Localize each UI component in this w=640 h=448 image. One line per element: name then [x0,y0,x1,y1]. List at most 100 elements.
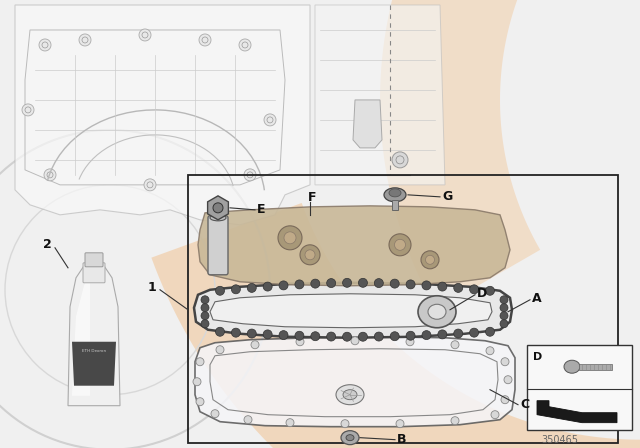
Ellipse shape [428,304,446,319]
Circle shape [251,341,259,349]
Circle shape [244,169,256,181]
Circle shape [351,337,359,345]
Circle shape [201,312,209,320]
Polygon shape [72,274,90,396]
Polygon shape [537,401,617,422]
Circle shape [296,338,304,346]
Polygon shape [579,364,612,370]
Circle shape [279,331,288,340]
Circle shape [390,332,399,341]
Circle shape [232,328,241,337]
Polygon shape [68,266,120,406]
Circle shape [44,169,56,181]
Circle shape [406,331,415,340]
Circle shape [264,114,276,126]
Circle shape [247,329,256,338]
Circle shape [500,304,508,312]
Circle shape [263,330,272,339]
Ellipse shape [341,431,359,445]
Ellipse shape [346,435,354,441]
Circle shape [392,152,408,168]
Ellipse shape [564,360,580,373]
Text: 2: 2 [43,238,52,251]
Bar [527,345,632,430]
Circle shape [286,419,294,426]
Polygon shape [151,203,640,448]
Circle shape [486,347,494,355]
Polygon shape [207,196,228,220]
Circle shape [491,411,499,419]
Polygon shape [15,5,310,225]
FancyBboxPatch shape [85,253,103,267]
Circle shape [247,284,256,293]
Circle shape [193,378,201,386]
Circle shape [279,281,288,290]
Circle shape [422,281,431,290]
Polygon shape [194,283,512,338]
Polygon shape [380,0,640,310]
Circle shape [295,331,304,340]
Polygon shape [315,5,445,185]
Circle shape [300,245,320,265]
Text: B: B [397,433,406,446]
Ellipse shape [389,189,401,197]
Circle shape [201,304,209,312]
Text: 350465: 350465 [541,435,579,445]
Text: F: F [308,191,317,204]
Circle shape [451,341,459,349]
Circle shape [501,358,509,366]
Circle shape [216,286,225,295]
Text: D: D [477,287,487,300]
Circle shape [216,327,225,336]
Ellipse shape [418,296,456,328]
Circle shape [139,29,151,41]
Circle shape [358,278,367,287]
Text: A: A [532,292,541,305]
Circle shape [470,285,479,294]
Circle shape [389,234,411,256]
Polygon shape [210,294,492,328]
Circle shape [500,312,508,320]
Text: E: E [257,203,266,216]
Circle shape [422,331,431,340]
Circle shape [341,420,349,428]
Text: D: D [533,352,542,362]
Circle shape [232,285,241,294]
Circle shape [500,296,508,304]
Circle shape [374,279,383,288]
Circle shape [326,279,335,288]
Circle shape [211,409,219,418]
Circle shape [311,332,320,341]
Circle shape [390,279,399,288]
Text: ETH Dexron: ETH Dexron [82,349,106,353]
Circle shape [196,358,204,366]
Circle shape [244,416,252,424]
Circle shape [196,398,204,406]
Circle shape [438,330,447,339]
Circle shape [500,320,508,328]
Circle shape [454,329,463,338]
Circle shape [144,179,156,191]
Polygon shape [198,206,510,286]
Circle shape [406,280,415,289]
Circle shape [199,34,211,46]
Circle shape [342,278,351,287]
Circle shape [201,296,209,304]
Bar [392,200,398,210]
Circle shape [451,417,459,425]
Circle shape [501,396,509,404]
Circle shape [326,332,335,341]
Circle shape [216,346,224,354]
Circle shape [358,332,367,341]
Circle shape [486,327,495,336]
Circle shape [426,255,435,264]
Ellipse shape [343,390,357,400]
FancyBboxPatch shape [83,263,105,283]
Circle shape [311,279,320,288]
Circle shape [394,239,406,250]
Circle shape [284,232,296,244]
Circle shape [454,284,463,293]
Circle shape [239,39,251,51]
Circle shape [39,39,51,51]
Bar [188,175,618,443]
